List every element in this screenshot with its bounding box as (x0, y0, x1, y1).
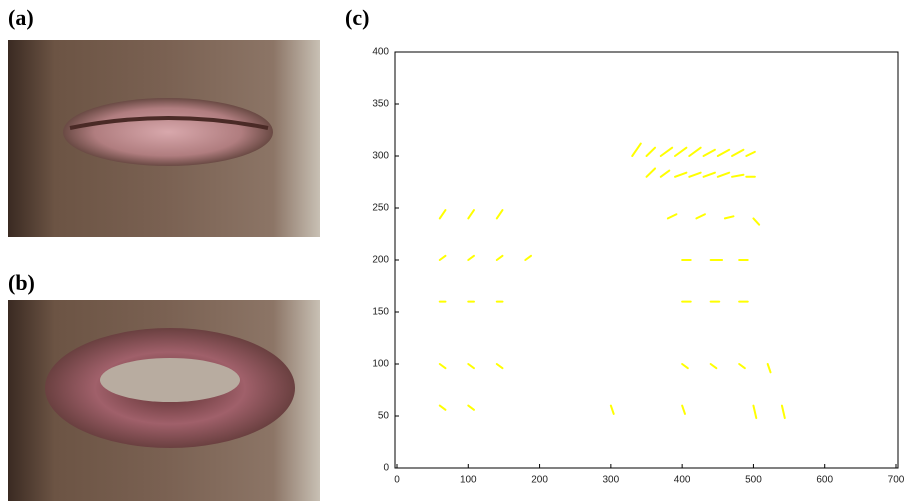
y-tick-label: 350 (372, 99, 389, 110)
arrow (524, 254, 533, 261)
arrow (723, 215, 735, 220)
x-tick-label: 500 (745, 475, 762, 486)
arrow (688, 146, 702, 157)
arrow (495, 254, 504, 261)
arrow (659, 146, 674, 157)
arrow (738, 363, 746, 370)
x-tick-label: 0 (394, 475, 400, 486)
arrow (709, 363, 718, 370)
arrow (752, 217, 761, 226)
arrow (438, 209, 447, 220)
x-tick-label: 700 (888, 475, 905, 486)
arrow (681, 363, 689, 370)
arrow (688, 171, 702, 178)
arrow (674, 146, 688, 157)
arrow (716, 171, 731, 178)
arrow (645, 167, 657, 178)
arrow (438, 363, 447, 370)
arrow (681, 404, 686, 415)
photo-a (8, 40, 320, 237)
y-tick-label: 50 (378, 411, 390, 422)
x-tick-label: 400 (674, 475, 691, 486)
arrow (438, 404, 447, 411)
arrow (674, 171, 688, 178)
arrow (702, 171, 716, 178)
arrow (780, 404, 786, 420)
arrow (645, 146, 657, 157)
y-tick-label: 100 (372, 359, 389, 370)
arrow (467, 363, 475, 370)
arrow (702, 148, 716, 157)
y-tick-label: 150 (372, 307, 389, 318)
arrow (495, 363, 504, 370)
plot: 0 100 200 300 400 500 600 700 0 50 100 150 200 250 300… (372, 47, 904, 486)
arrow (438, 254, 447, 261)
x-tick-label: 200 (531, 475, 548, 486)
arrow (609, 404, 615, 415)
plot-area (394, 51, 899, 469)
arrow (695, 213, 706, 220)
arrow (752, 404, 758, 420)
arrow (659, 169, 671, 178)
arrow (731, 173, 745, 178)
arrow (745, 150, 756, 157)
arrow (467, 254, 475, 261)
y-tick-label: 0 (383, 463, 389, 474)
y-tick-label: 200 (372, 255, 389, 266)
arrow (467, 404, 475, 411)
y-tick-label: 250 (372, 203, 389, 214)
y-tick-label: 300 (372, 151, 389, 162)
arrow (666, 213, 678, 220)
x-tick-label: 600 (816, 475, 833, 486)
x-tick-label: 300 (603, 475, 620, 486)
arrow (631, 142, 642, 157)
arrow (495, 209, 504, 220)
panel-label: (b) (8, 270, 35, 295)
panel-label: (a) (8, 5, 34, 30)
arrow (467, 209, 475, 220)
x-tick-label: 100 (460, 475, 477, 486)
arrow (731, 148, 745, 157)
photo-b (8, 300, 320, 501)
arrow (766, 363, 772, 374)
panel-label: (c) (345, 5, 369, 30)
y-tick-label: 400 (372, 47, 389, 58)
arrow (716, 148, 731, 157)
